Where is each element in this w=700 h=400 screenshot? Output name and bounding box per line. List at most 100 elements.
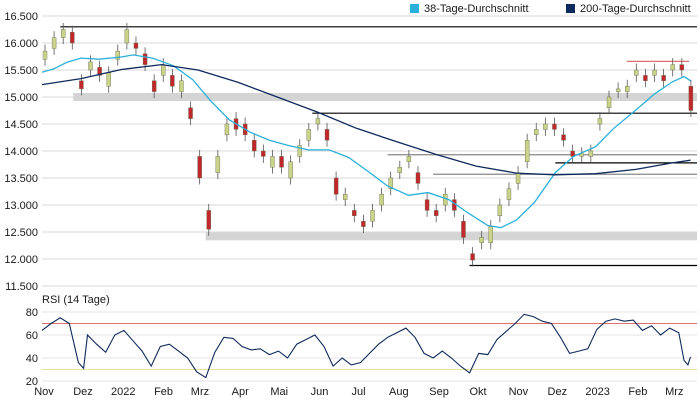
candle-up [488, 226, 493, 244]
x-tick-label: Apr [232, 386, 249, 398]
candle-up [515, 172, 521, 184]
rsi-title: RSI (14 Tage) [42, 294, 110, 306]
candle-up [406, 156, 412, 162]
candle-down [142, 53, 148, 65]
main-y-tick-label: 15.000 [4, 92, 38, 104]
candle-up [88, 61, 93, 71]
x-tick-label: Feb [628, 386, 647, 398]
candle-up [625, 85, 630, 92]
candle-up [388, 177, 393, 190]
candle-down [552, 123, 557, 130]
legend-label: 200-Tage-Durchschnitt [580, 3, 691, 15]
candle-up [606, 96, 612, 109]
candle-down [661, 75, 666, 82]
candle-up [270, 156, 275, 168]
main-y-tick-label: 13.500 [4, 173, 38, 185]
candle-up [370, 210, 375, 222]
x-tick-label: 2023 [585, 386, 609, 398]
candle-down [97, 67, 102, 76]
candle-down [361, 220, 366, 227]
candle-up [579, 153, 584, 157]
candle-up [443, 193, 448, 206]
x-tick-label: Nov [34, 386, 54, 398]
candle-down [333, 177, 339, 195]
candle-down [561, 134, 566, 141]
main-y-tick-label: 13.000 [4, 200, 38, 212]
rsi-y-tick-label: 20 [26, 376, 38, 388]
main-y-tick-label: 15.500 [4, 65, 38, 77]
candle-down [79, 80, 84, 90]
candle-up [506, 188, 512, 200]
candle-down [70, 32, 75, 44]
candle-down [433, 210, 439, 216]
candle-up [479, 237, 484, 243]
x-tick-label: Sep [429, 386, 449, 398]
candle-up [60, 29, 66, 38]
x-tick-label: Dez [73, 386, 93, 398]
candle-down [170, 75, 175, 87]
x-tick-label: Mrz [191, 386, 209, 398]
candle-up [161, 64, 166, 76]
x-tick-label: Mrz [665, 386, 683, 398]
candle-down [279, 156, 284, 168]
candle-down [324, 129, 330, 141]
candle-up [115, 50, 120, 60]
rsi-y-tick-label: 80 [26, 307, 38, 319]
candle-up [315, 118, 321, 125]
x-tick-label: Mai [270, 386, 288, 398]
candle-up [397, 166, 402, 173]
candle-up [634, 69, 639, 76]
candle-up [588, 150, 594, 157]
main-y-tick-label: 12.000 [4, 254, 38, 266]
candle-up [306, 129, 312, 141]
main-y-tick-label: 11.500 [5, 281, 38, 293]
candle-down [252, 139, 257, 152]
candle-down [679, 64, 685, 71]
main-y-tick-label: 16.000 [4, 38, 38, 50]
x-tick-label: 2022 [111, 386, 135, 398]
x-tick-label: Dez [548, 386, 568, 398]
main-y-tick-label: 12.500 [4, 227, 38, 239]
candle-down [643, 75, 648, 82]
rsi-y-tick-label: 40 [26, 353, 38, 365]
candle-up [42, 50, 48, 60]
x-tick-label: Okt [470, 386, 487, 398]
candle-down [261, 150, 266, 157]
x-tick-label: Aug [389, 386, 409, 398]
support-band [73, 93, 697, 101]
candle-up [124, 29, 130, 44]
candle-up [543, 123, 548, 130]
x-tick-label: Nov [509, 386, 529, 398]
x-tick-label: Feb [154, 386, 173, 398]
candle-up [288, 161, 293, 179]
rsi-y-tick-label: 60 [26, 330, 38, 342]
candle-up [106, 72, 111, 87]
candle-down [461, 220, 466, 238]
candle-down [197, 156, 202, 179]
sma200-line [41, 63, 691, 176]
candle-up [297, 145, 302, 157]
candle-up [597, 118, 603, 125]
candle-up [652, 69, 657, 76]
support-band [205, 232, 697, 241]
main-y-tick-label: 14.000 [4, 146, 38, 158]
candle-up [670, 64, 675, 71]
x-tick-label: Jun [311, 386, 329, 398]
x-tick-label: Jul [351, 386, 365, 398]
candle-up [524, 139, 530, 162]
candle-up [534, 129, 539, 135]
candle-up [379, 193, 384, 206]
sma38-line [41, 54, 691, 229]
main-y-tick-label: 16.500 [4, 11, 38, 23]
candle-down [424, 199, 430, 211]
candle-down [352, 210, 357, 216]
legend-label: 38-Tage-Durchschnitt [424, 3, 529, 15]
candle-up [343, 193, 348, 200]
candle-down [206, 210, 211, 230]
candle-up [615, 88, 621, 92]
candle-up [215, 156, 221, 173]
candle-down [151, 80, 157, 92]
main-y-tick-label: 14.500 [4, 119, 38, 131]
